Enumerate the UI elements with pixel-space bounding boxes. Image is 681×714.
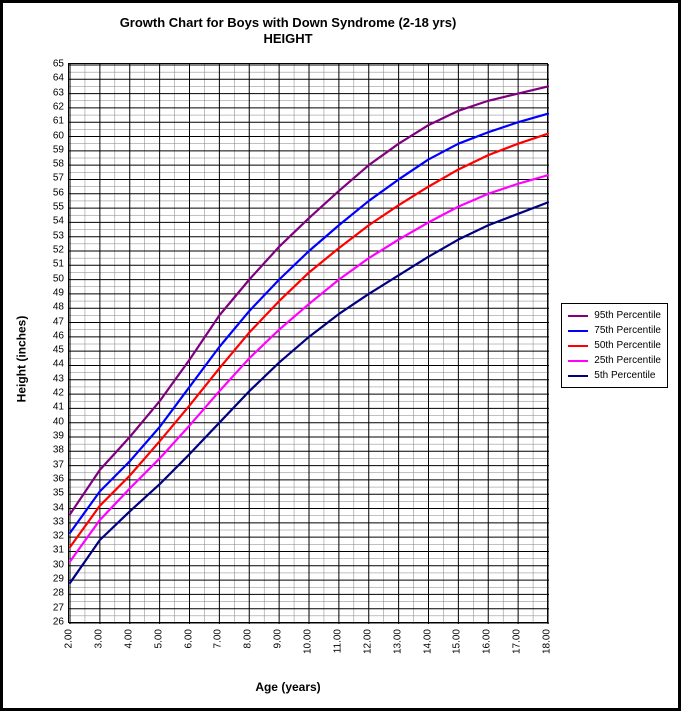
y-tick-label: 35 [40,488,64,499]
legend: 95th Percentile 75th Percentile 50th Perce… [561,303,668,388]
x-tick-label: 13.00 [392,629,403,654]
y-tick-label: 45 [40,345,64,356]
chart-frame: Growth Chart for Boys with Down Syndrome… [0,0,681,711]
x-tick-label: 10.00 [303,629,314,654]
plot-svg [69,64,549,624]
y-tick-label: 37 [40,459,64,470]
legend-item: 95th Percentile [568,308,661,323]
x-tick-label: 8.00 [243,629,254,648]
y-axis-title: Height (inches) [11,3,31,714]
x-tick-label: 5.00 [153,629,164,648]
y-tick-label: 33 [40,516,64,527]
legend-label: 75th Percentile [594,325,661,336]
y-tick-label: 54 [40,216,64,227]
x-tick-label: 9.00 [273,629,284,648]
legend-swatch [568,345,588,347]
chart-title-line2: HEIGHT [263,31,312,46]
legend-label: 25th Percentile [594,355,661,366]
y-tick-label: 51 [40,259,64,270]
x-tick-label: 6.00 [183,629,194,648]
y-tick-label: 49 [40,287,64,298]
y-tick-label: 47 [40,316,64,327]
y-tick-label: 46 [40,330,64,341]
y-tick-label: 58 [40,159,64,170]
legend-item: 75th Percentile [568,323,661,338]
legend-swatch [568,330,588,332]
y-tick-label: 39 [40,431,64,442]
y-tick-label: 59 [40,144,64,155]
y-tick-label: 57 [40,173,64,184]
y-tick-label: 44 [40,359,64,370]
legend-label: 50th Percentile [594,340,661,351]
x-tick-label: 3.00 [93,629,104,648]
y-axis-title-text: Height (inches) [14,315,28,402]
y-tick-label: 30 [40,559,64,570]
y-tick-label: 63 [40,87,64,98]
x-axis-title-text: Age (years) [255,680,320,694]
y-tick-label: 62 [40,101,64,112]
legend-label: 95th Percentile [594,310,661,321]
y-tick-label: 34 [40,502,64,513]
y-tick-label: 64 [40,73,64,84]
y-tick-label: 31 [40,545,64,556]
legend-label: 5th Percentile [594,370,655,381]
plot-area [68,63,548,623]
y-tick-label: 50 [40,273,64,284]
x-tick-label: 17.00 [512,629,523,654]
y-tick-label: 52 [40,245,64,256]
y-tick-label: 65 [40,59,64,70]
y-tick-label: 61 [40,116,64,127]
y-tick-label: 43 [40,373,64,384]
y-tick-label: 60 [40,130,64,141]
legend-swatch [568,375,588,377]
y-tick-label: 55 [40,202,64,213]
x-tick-label: 15.00 [452,629,463,654]
y-tick-label: 28 [40,588,64,599]
y-tick-label: 26 [40,617,64,628]
x-tick-label: 11.00 [332,629,343,653]
x-tick-label: 14.00 [422,629,433,654]
y-tick-label: 48 [40,302,64,313]
legend-item: 50th Percentile [568,338,661,353]
chart-title-line1: Growth Chart for Boys with Down Syndrome… [120,15,457,30]
y-tick-label: 32 [40,531,64,542]
y-tick-label: 40 [40,416,64,427]
legend-item: 5th Percentile [568,368,661,383]
y-tick-label: 38 [40,445,64,456]
chart-title: Growth Chart for Boys with Down Syndrome… [3,15,573,48]
x-tick-label: 2.00 [64,629,75,648]
x-tick-label: 18.00 [542,629,553,654]
y-tick-label: 42 [40,388,64,399]
x-tick-label: 7.00 [213,629,224,648]
legend-swatch [568,360,588,362]
y-tick-label: 53 [40,230,64,241]
x-tick-label: 12.00 [362,629,373,654]
x-tick-label: 4.00 [123,629,134,648]
x-axis-title: Age (years) [3,680,573,694]
y-tick-label: 56 [40,187,64,198]
y-tick-label: 29 [40,574,64,585]
legend-swatch [568,315,588,317]
x-tick-label: 16.00 [482,629,493,654]
y-tick-label: 36 [40,473,64,484]
y-tick-label: 27 [40,602,64,613]
legend-item: 25th Percentile [568,353,661,368]
y-tick-label: 41 [40,402,64,413]
